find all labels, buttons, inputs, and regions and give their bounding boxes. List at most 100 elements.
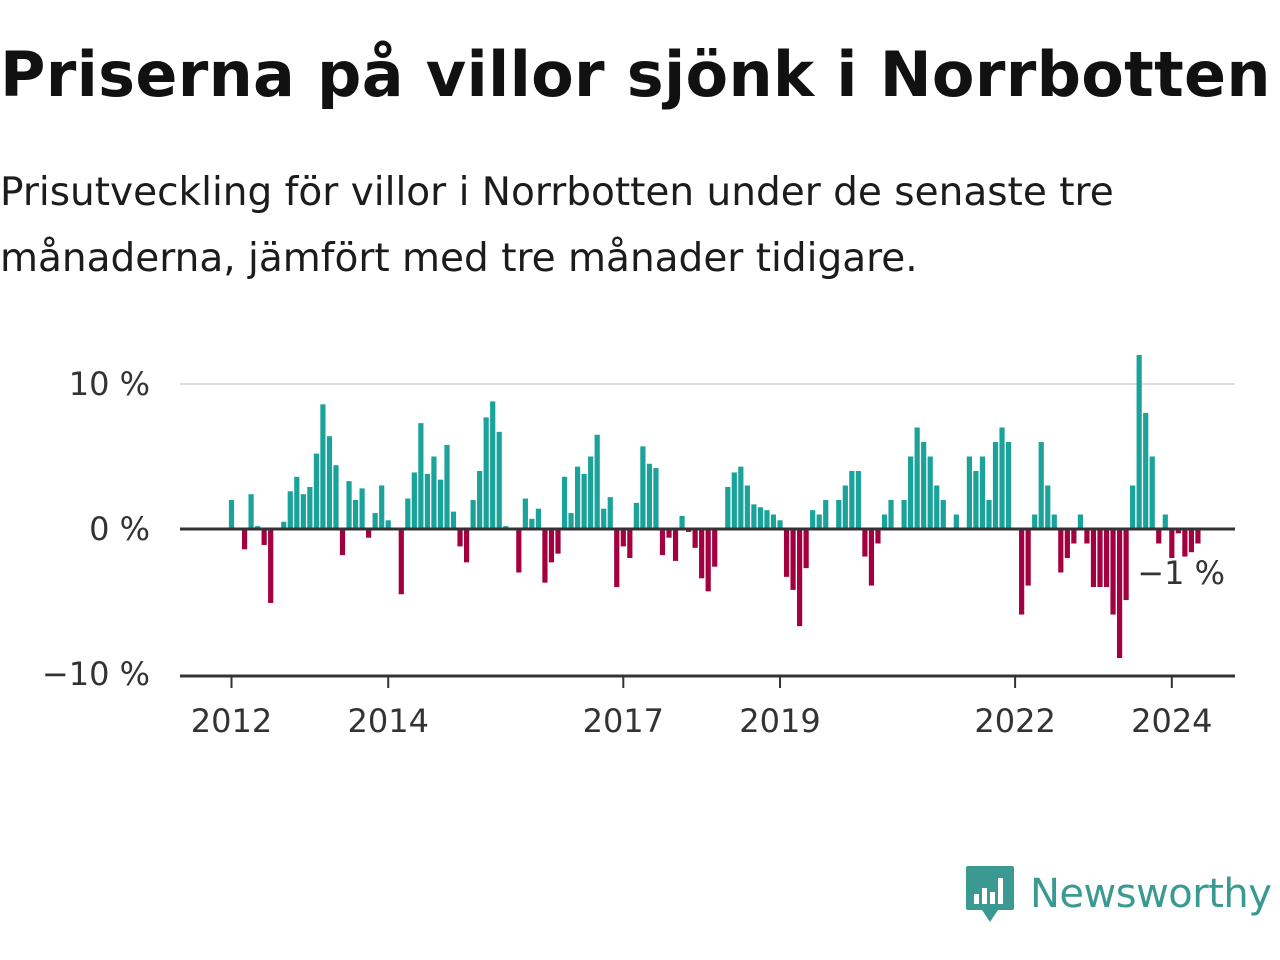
bar xyxy=(352,500,359,529)
bar xyxy=(1064,529,1070,558)
bar xyxy=(888,500,894,529)
bar xyxy=(810,510,816,529)
bar xyxy=(1123,529,1129,601)
bar xyxy=(529,518,535,529)
bar xyxy=(490,401,496,529)
bar xyxy=(1090,529,1097,587)
bar xyxy=(437,479,444,529)
bar xyxy=(405,498,411,529)
bar xyxy=(477,471,483,529)
axes xyxy=(180,527,1235,688)
bar xyxy=(372,513,378,529)
bar xyxy=(359,488,365,529)
bar xyxy=(986,500,992,529)
bar xyxy=(770,514,777,529)
bar xyxy=(241,529,248,550)
bar xyxy=(966,456,972,529)
bar xyxy=(300,494,306,529)
bar xyxy=(483,417,489,529)
bar xyxy=(659,529,666,556)
bar xyxy=(1045,485,1051,529)
bar xyxy=(1143,413,1149,529)
bar xyxy=(1175,529,1181,534)
bar xyxy=(712,529,718,567)
bar xyxy=(333,465,339,529)
bar xyxy=(444,444,450,529)
bar xyxy=(326,436,333,529)
bar xyxy=(588,456,594,529)
bar xyxy=(633,502,639,529)
bar xyxy=(281,521,287,529)
bar xyxy=(855,471,861,529)
bar xyxy=(1149,456,1155,529)
bar xyxy=(868,529,875,586)
bar xyxy=(836,500,842,529)
bar xyxy=(379,485,385,529)
bar xyxy=(1116,529,1123,659)
bar xyxy=(1195,529,1201,544)
bar xyxy=(816,514,822,529)
bar xyxy=(679,515,685,529)
bar xyxy=(431,456,437,529)
bar xyxy=(1005,442,1012,529)
bar xyxy=(875,529,881,544)
y-tick-label: −10 % xyxy=(42,655,150,693)
bar xyxy=(790,529,796,590)
bar xyxy=(999,427,1005,529)
bar xyxy=(653,468,659,529)
bar xyxy=(1084,529,1090,544)
bar xyxy=(294,476,300,529)
bar xyxy=(601,508,607,529)
bar xyxy=(261,529,267,545)
bar xyxy=(1058,529,1064,573)
bar xyxy=(555,529,561,554)
bar xyxy=(927,456,933,529)
y-tick-label: 10 % xyxy=(69,365,150,403)
bar xyxy=(692,529,698,548)
bar xyxy=(1188,529,1195,553)
newsworthy-logo-text: Newsworthy xyxy=(1030,871,1272,917)
bar xyxy=(411,472,417,529)
bar xyxy=(424,473,430,529)
bar xyxy=(542,529,548,583)
bar xyxy=(307,486,313,529)
bar xyxy=(320,404,326,529)
end-value-label: −1 % xyxy=(1137,554,1225,592)
bar xyxy=(457,529,463,547)
bar xyxy=(751,504,757,529)
bar xyxy=(1038,442,1044,529)
bar xyxy=(548,529,555,563)
bar xyxy=(248,494,254,529)
bar xyxy=(450,511,457,529)
bar xyxy=(979,456,986,529)
labels: 10 % 0 % −10 % 2012 2014 2017 2019 2022 2024 −1 % xyxy=(42,365,1225,740)
bar xyxy=(496,431,502,529)
bar xyxy=(783,529,790,577)
bar xyxy=(1130,485,1136,529)
bar xyxy=(803,529,809,569)
bar xyxy=(940,500,946,529)
bar xyxy=(516,529,522,573)
bar xyxy=(914,427,920,529)
bar xyxy=(705,529,711,592)
bar xyxy=(385,520,391,529)
x-tick-label: 2024 xyxy=(1131,702,1212,740)
bar xyxy=(470,500,476,529)
bar xyxy=(934,485,940,529)
newsworthy-logo[interactable]: Newsworthy xyxy=(964,864,1272,924)
bar xyxy=(313,453,319,529)
chart-subtitle: Prisutveckling för villor i Norrbotten u… xyxy=(0,170,1114,281)
bar xyxy=(1103,529,1110,587)
bar xyxy=(973,471,979,529)
bar xyxy=(797,529,803,627)
y-tick-label: 0 % xyxy=(89,510,150,548)
bar xyxy=(398,529,404,595)
bar xyxy=(901,500,907,529)
bar xyxy=(849,471,855,529)
bar xyxy=(777,520,783,529)
bar xyxy=(1097,529,1103,587)
bar xyxy=(842,485,848,529)
x-tick-label: 2019 xyxy=(739,702,820,740)
bar xyxy=(418,423,424,529)
